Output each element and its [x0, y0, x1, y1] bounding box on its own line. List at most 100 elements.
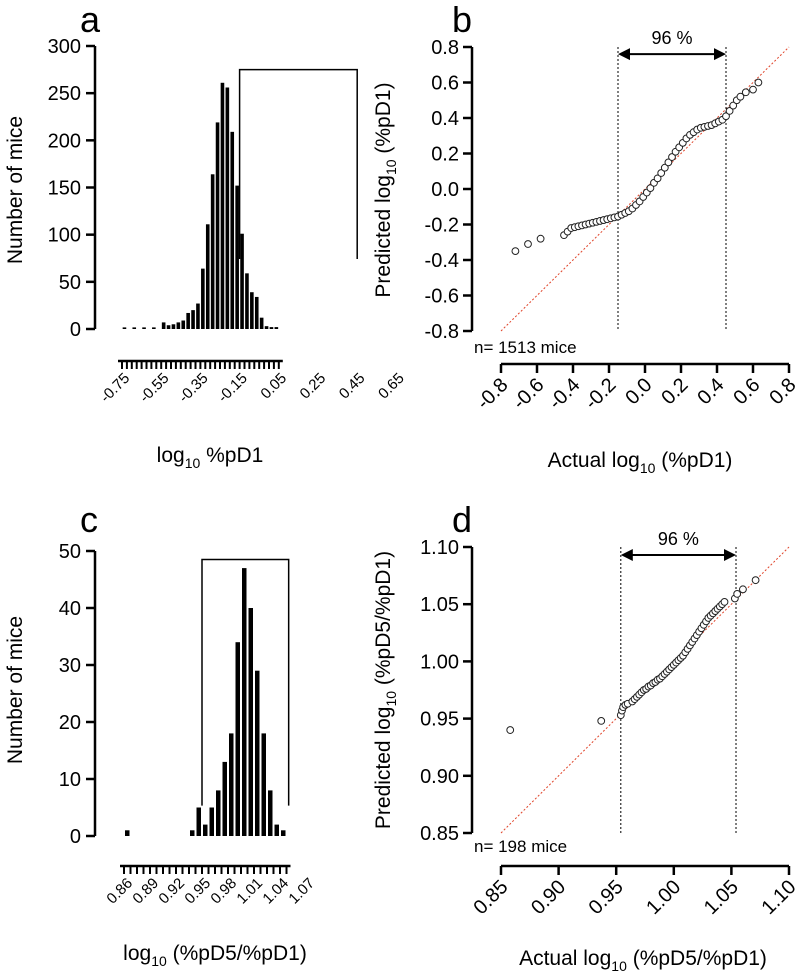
panel-a-bar	[142, 327, 146, 329]
panel-a-bar	[235, 185, 239, 329]
panel-a-y-tick-label: 200	[48, 130, 81, 152]
panel-a-bar	[254, 296, 259, 329]
panel-a-bar	[264, 326, 269, 329]
panel-b-y-tick-label: 0.8	[431, 37, 459, 59]
panel-a-y-axis: 0 50 100 150 200 250 300	[48, 36, 97, 341]
panel-b-point	[736, 92, 745, 101]
panel-c-y-axis: 0 10 20 30 40 50	[59, 541, 97, 848]
panel-b-point	[668, 153, 676, 161]
panel-d-x-tick-label: 1.05	[700, 876, 743, 919]
panel-d-interval-label: 96 %	[658, 529, 699, 549]
panel-b-interval: 96 %	[617, 28, 727, 331]
panel-a-bar	[181, 320, 186, 329]
panel-a-y-tick-label: 300	[48, 36, 81, 58]
panel-c-y-tick-label: 30	[59, 655, 81, 677]
panel-a-bar	[201, 268, 205, 329]
panel-c-bar	[222, 761, 227, 836]
panel-a-x-axis: -0.75 -0.55 -0.35 -0.15 0.05 0.25 0.45 0.65	[97, 359, 408, 406]
panel-b-x-label: Actual log10 (%pD1)	[548, 449, 733, 476]
panel-d-point	[506, 726, 515, 734]
panel-d-x-tick-label: 0.95	[585, 876, 628, 919]
panel-b-point	[657, 169, 666, 177]
panel-c-y-tick-label: 50	[59, 541, 81, 563]
panel-c-bracket-line	[201, 558, 290, 806]
panel-c-y-tick-label: 0	[70, 826, 81, 848]
panel-a-bars	[122, 82, 279, 329]
panel-a-y-tick-label: 100	[48, 225, 81, 247]
panel-d-interval: 96 %	[620, 529, 737, 833]
panel-c-x-axis: 0.860.890.920.950.981.011.041.07	[103, 864, 318, 908]
panel-c-x-label: log10 (%pD5/%pD1)	[123, 942, 307, 969]
panel-a-bar	[161, 322, 166, 329]
panel-a-bar	[240, 233, 244, 329]
panel-b-point	[749, 85, 757, 94]
panel-b-point	[664, 158, 673, 167]
panel-b-point	[729, 101, 738, 110]
panel-b-point	[741, 88, 750, 97]
panel-c-bar	[235, 642, 240, 836]
panel-a-bar	[122, 327, 127, 329]
panel-c-bar	[281, 830, 286, 836]
panel-c-bar	[248, 608, 253, 836]
panel-c-y-tick-label: 20	[59, 712, 81, 734]
panel-a-bar	[259, 317, 264, 329]
panel-d-point	[733, 590, 742, 598]
panel-b-y-tick-label: -0.4	[425, 250, 459, 272]
panel-b-interval-arrow-left	[618, 48, 630, 61]
panel-d: d Predicted log10 (%pD5/%pD1) 0.850.900.…	[372, 499, 800, 974]
panel-a-bar	[132, 327, 137, 329]
panel-b-point	[725, 107, 734, 115]
panel-c-y-tick-label: 10	[59, 769, 81, 791]
panel-a-bar	[230, 131, 235, 329]
panel-d-y-tick-label: 1.05	[420, 594, 459, 616]
panel-d-y-tick-label: 1.00	[420, 651, 459, 673]
panel-c-x-tick-label: 0.86	[103, 875, 136, 908]
panel-a-bracket	[238, 68, 358, 259]
panel-b-x-axis: -0.8-0.6-0.4-0.2 0.0 0.2 0.4 0.6 0.8	[473, 362, 800, 414]
panel-a-x-tick-label: -0.55	[136, 370, 172, 406]
panel-b-y-tick-label: -0.8	[425, 321, 459, 343]
panel-a-x-tick-label: 0.65	[375, 370, 408, 403]
panel-b-y-tick-label: 0.2	[431, 144, 459, 166]
panel-c-bracket	[201, 558, 290, 806]
panel-c-x-tick-label: 0.89	[129, 875, 162, 908]
panel-c-bar	[255, 670, 260, 836]
panel-b-y-tick-label: -0.6	[425, 286, 459, 308]
panel-b-n-label: n= 1513 mice	[474, 338, 577, 357]
panel-c-bar	[229, 733, 234, 836]
panel-a: a Number of mice 0 50 100 150 200 250 300 -0.7…	[4, 0, 408, 471]
panel-a-y-tick-label: 150	[48, 178, 81, 200]
panel-b-point	[653, 174, 662, 183]
panel-b-point	[536, 234, 545, 243]
panel-d-point	[597, 716, 606, 725]
panel-b: b Predicted log10 (%pD1) -0.8-0.6-0.4-0.…	[372, 0, 800, 476]
panel-a-x-tick-label: -0.35	[175, 370, 211, 406]
panel-b-point	[754, 78, 763, 87]
panel-b-interval-label: 96 %	[651, 28, 692, 48]
panel-a-y-label: Number of mice	[4, 116, 27, 264]
panel-d-x-label: Actual log10 (%pD5/%pD1)	[519, 947, 767, 974]
panel-c-bar	[196, 807, 201, 836]
panel-a-bar	[152, 327, 156, 329]
panel-d-interval-arrow-left	[620, 549, 633, 562]
panel-b-x-tick-label: -0.2	[581, 374, 621, 414]
panel-b-x-tick-label: 0.4	[693, 374, 728, 409]
panel-b-x-tick-label: 0.0	[621, 374, 656, 409]
panel-c-y-label: Number of mice	[4, 616, 27, 764]
panel-d-x-tick-label: 0.90	[527, 876, 570, 919]
panel-c-bar	[209, 807, 214, 836]
panel-a-y-tick-label: 250	[48, 83, 81, 105]
panel-d-interval-arrow-right	[724, 549, 737, 562]
panel-b-x-tick-label: -0.4	[545, 374, 585, 414]
panel-a-bar	[205, 224, 210, 329]
panel-a-x-tick-label: -0.15	[215, 370, 251, 406]
panel-b-interval-arrow-right	[714, 48, 726, 61]
panel-c-x-tick-label: 0.98	[207, 875, 240, 908]
panel-c-x-tick-label: 0.92	[155, 875, 188, 908]
panel-b-points	[511, 78, 763, 256]
panel-c-x-tick-label: 0.95	[181, 875, 214, 908]
panel-d-letter: d	[452, 499, 472, 540]
panel-b-x-tick-label: 0.8	[765, 374, 800, 409]
panel-a-x-tick-label: 0.45	[336, 370, 369, 403]
